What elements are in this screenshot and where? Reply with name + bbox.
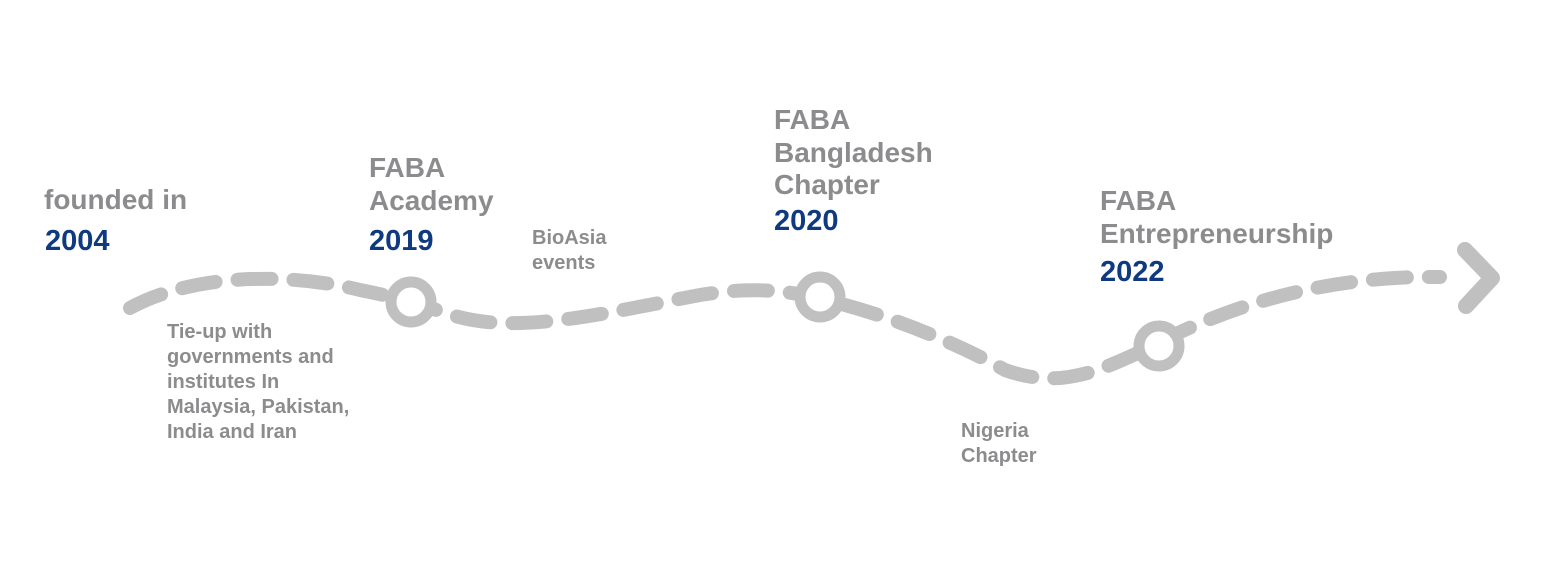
ring-marker-icon [1133, 320, 1185, 372]
milestone-title: FABA Bangladesh Chapter [774, 104, 933, 200]
milestone-year: 2020 [774, 205, 839, 237]
milestone-year: 2004 [45, 225, 110, 257]
note-tie-up: Tie-up with governments and institutes I… [167, 321, 350, 443]
milestone-year: 2022 [1100, 256, 1165, 288]
ring-marker-icon [385, 276, 437, 328]
milestone-title: FABA Academy [369, 152, 494, 216]
note-nigeria: Nigeria Chapter [961, 420, 1037, 467]
ring-marker-icon [794, 271, 846, 323]
milestone-title: founded in [44, 184, 188, 215]
milestone-year: 2019 [369, 225, 434, 257]
milestone-title: FABA Entrepreneurship [1100, 185, 1334, 249]
arrow-head-icon [1457, 242, 1500, 314]
note-bioasia: BioAsia events [532, 227, 607, 274]
